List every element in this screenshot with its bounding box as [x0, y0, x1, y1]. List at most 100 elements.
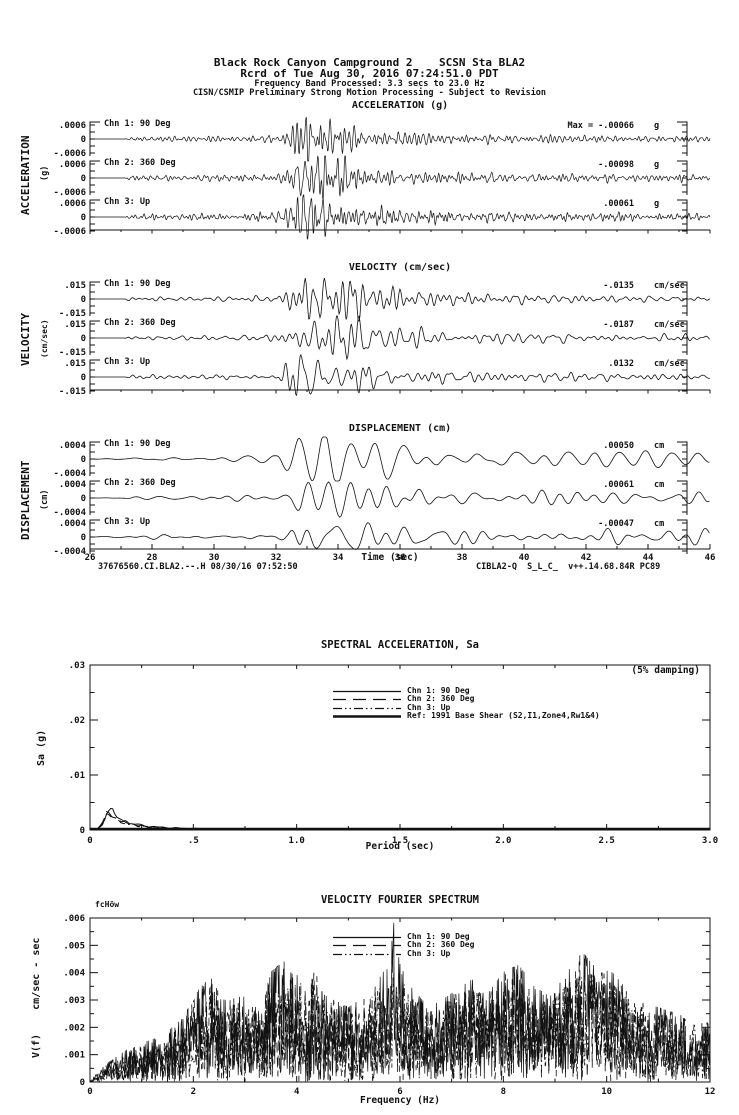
channel-axis-right — [677, 320, 688, 355]
peak-unit-label: cm — [654, 480, 664, 490]
channel-axis-left — [89, 199, 100, 234]
curve-sa-ch3 — [97, 813, 711, 831]
xtick-label: 8 — [501, 1087, 506, 1097]
legend-line-sample — [333, 715, 401, 718]
trace-acceleration-ch2 — [90, 155, 711, 201]
ytick-label: 0 — [81, 373, 86, 383]
channel-label: Chn 1: 90 Deg — [104, 279, 171, 289]
peak-value-label: -.00047 — [598, 519, 634, 529]
channel-axis-right — [677, 281, 688, 316]
legend-line-sample — [333, 690, 401, 692]
channel-label: Chn 1: 90 Deg — [104, 119, 171, 129]
xtick-label: 0 — [87, 1087, 92, 1097]
xtick-label: 32 — [271, 553, 282, 563]
legend-line-sample — [333, 707, 401, 709]
velocity-ylabel: VELOCITY — [19, 313, 32, 366]
legend-label: Chn 3: Up — [407, 702, 451, 712]
peak-value-label: .0132 — [608, 359, 634, 369]
channel-axis-left — [89, 480, 100, 515]
legend-item: Chn 3: Up — [333, 702, 600, 712]
ytick-label: 0 — [81, 494, 86, 504]
ytick-label: .004 — [63, 969, 85, 979]
peak-value-label: .00061 — [603, 199, 634, 209]
trace-velocity-ch2 — [90, 315, 711, 361]
acceleration-title: ACCELERATION (g) — [351, 100, 449, 111]
peak-unit-label: g — [654, 121, 659, 131]
xtick-label: 42 — [581, 553, 592, 563]
frequency-axis-label: Frequency (Hz) — [359, 1095, 441, 1106]
xtick-label: 40 — [519, 553, 530, 563]
ytick-label: .015 — [64, 359, 86, 369]
xtick-label: 46 — [705, 553, 716, 563]
peak-value-label: -.0187 — [603, 320, 634, 330]
ytick-label: .003 — [63, 996, 85, 1006]
frequency-band-note: Frequency Band Processed: 3.3 secs to 23… — [254, 79, 485, 89]
legend-label: Chn 2: 360 Deg — [407, 694, 475, 704]
xtick-label: 30 — [209, 553, 220, 563]
channel-axis-right — [677, 519, 688, 554]
velocity-ylabel-unit: (cm/sec) — [40, 319, 49, 358]
peak-value-label: -.0135 — [603, 281, 634, 291]
peak-unit-label: cm/sec — [654, 320, 685, 330]
xtick-label: 1.5 — [392, 836, 408, 846]
channel-axis-right — [677, 160, 688, 195]
displacement-ylabel-unit: (cm) — [40, 489, 50, 510]
peak-value-label: -.00098 — [598, 160, 634, 170]
acceleration-ylabel: ACCELERATION — [19, 135, 32, 215]
spectral-acceleration-title: SPECTRAL ACCELERATION, Sa — [320, 639, 480, 651]
fourier-ylabel: V(f) cm/sec - sec — [31, 937, 42, 1058]
legend-item: Chn 1: 90 Deg — [333, 932, 474, 941]
channel-label: Chn 1: 90 Deg — [104, 439, 171, 449]
ytick-label: .0006 — [59, 199, 86, 209]
xtick-label: 34 — [333, 553, 344, 563]
ytick-label: 0 — [81, 533, 86, 543]
time-axis-label: Time (sec) — [361, 552, 419, 563]
channel-axis-left — [89, 359, 100, 394]
ytick-label: .0006 — [59, 121, 86, 131]
channel-axis-right — [677, 480, 688, 515]
ytick-label: -.0004 — [53, 508, 86, 518]
xtick-label: 3.0 — [702, 836, 718, 846]
xtick-label: .5 — [188, 836, 199, 846]
ytick-label: -.0006 — [53, 149, 86, 159]
ytick-label: -.0006 — [53, 188, 86, 198]
legend-item: Chn 2: 360 Deg — [333, 940, 474, 950]
fourier-legend: Chn 1: 90 Deg Chn 2: 360 Deg Chn 3: Up — [333, 932, 474, 959]
ytick-label: -.015 — [59, 309, 86, 319]
legend-item: Ref: 1991 Base Shear (S2,I1,Zone4,Rw1&4) — [333, 711, 600, 721]
record-datetime: Rcrd of Tue Aug 30, 2016 07:24:51.0 PDT — [240, 67, 499, 80]
curve-sa-ch1 — [97, 807, 710, 831]
ytick-label: 0 — [81, 135, 86, 145]
ytick-label: 0 — [81, 334, 86, 344]
processing-note: CISN/CSMIP Preliminary Strong Motion Pro… — [192, 88, 547, 98]
spectrum-ch3 — [89, 971, 711, 1082]
displacement-title: DISPLACEMENT (cm) — [348, 423, 452, 434]
legend-label: Chn 1: 90 Deg — [407, 685, 470, 695]
xtick-label: 28 — [147, 553, 158, 563]
trace-velocity-ch1 — [90, 278, 710, 322]
spectrum-ch2 — [89, 948, 711, 1083]
trace-displacement-ch2 — [90, 481, 710, 518]
ytick-label: 0 — [81, 213, 86, 223]
xtick-label: 26 — [85, 553, 96, 563]
peak-value-label: Max = -.00066 — [567, 121, 634, 131]
legend-line-sample — [333, 944, 401, 947]
acceleration-ylabel-unit: (g) — [40, 165, 50, 181]
ytick-label: .002 — [63, 1023, 85, 1033]
ytick-label: .0004 — [59, 519, 87, 529]
trace-acceleration-ch3 — [90, 194, 711, 241]
ytick-label: .015 — [64, 281, 86, 291]
xtick-label: 6 — [397, 1087, 402, 1097]
xtick-label: 1.0 — [289, 836, 305, 846]
channel-axis-right — [677, 359, 688, 394]
ytick-label: -.0006 — [53, 227, 86, 237]
xtick-label: 10 — [601, 1087, 612, 1097]
xtick-label: 0 — [87, 836, 92, 846]
legend-line-sample — [333, 953, 401, 955]
peak-value-label: .00050 — [603, 441, 634, 451]
ytick-label: 0 — [80, 1078, 85, 1088]
xtick-label: 38 — [457, 553, 468, 563]
xtick-label: 2 — [191, 1087, 196, 1097]
